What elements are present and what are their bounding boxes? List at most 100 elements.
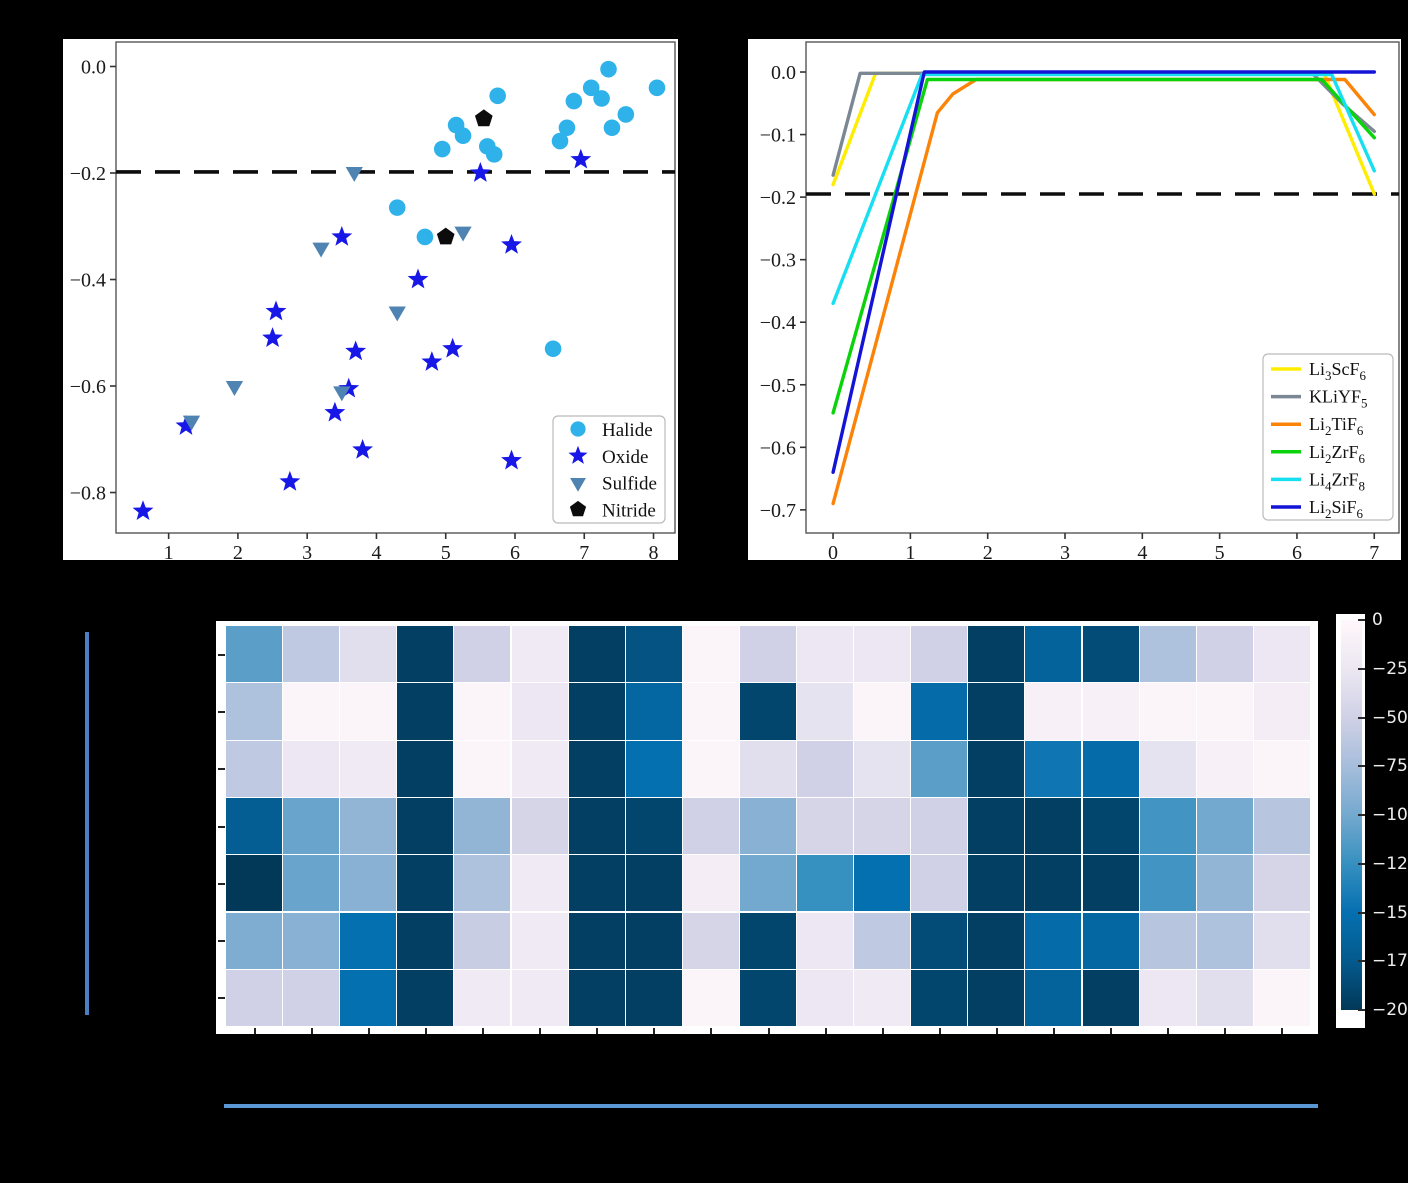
marker-star <box>568 445 588 464</box>
heatmap-cell <box>911 969 968 1027</box>
heatmap-cell <box>797 626 854 683</box>
heatmap-cell <box>854 912 911 969</box>
heatmap-cell <box>1025 855 1082 912</box>
heatmap-cell <box>911 740 968 797</box>
x-tick-label: 4 <box>371 542 381 560</box>
heatmap-cell <box>454 912 511 969</box>
marker-star <box>501 449 522 470</box>
heatmap-cell <box>854 797 911 855</box>
x-tick-label: 1 <box>905 542 915 560</box>
colorbar-tick-label: −50 <box>1372 707 1408 728</box>
heatmap-x-tick <box>938 1028 941 1035</box>
heatmap-xlabel-bar <box>224 1104 1318 1108</box>
x-tick-label: 5 <box>441 542 451 560</box>
colorbar-tick-label: −125 <box>1372 853 1408 874</box>
legend-label: Li4ZrF8 <box>1309 469 1365 493</box>
heatmap-cell <box>568 797 625 855</box>
heatmap-cell <box>226 626 283 683</box>
x-tick-label: 1 <box>164 542 174 560</box>
scatter-plot-panel: 1 2 3 4 5 6 7 8 0.0 −0.2 −0.4 −0.6 −0.8 Halide Oxide Su… <box>63 39 678 560</box>
marker-pentagon <box>569 500 587 517</box>
y-tick-label: −0.2 <box>760 187 796 209</box>
heatmap-cell <box>511 912 568 969</box>
heatmap-cell <box>397 797 454 855</box>
colorbar-tick-label: −175 <box>1372 951 1408 972</box>
heatmap-x-tick <box>310 1028 313 1035</box>
heatmap-cell <box>625 740 682 797</box>
heatmap-cell <box>682 969 739 1027</box>
heatmap-x-tick <box>1167 1028 1170 1035</box>
heatmap-cell <box>1082 740 1139 797</box>
colorbar-tick <box>1358 814 1365 816</box>
heatmap-x-tick <box>824 1028 827 1035</box>
heatmap-cell <box>454 626 511 683</box>
heatmap-cell <box>340 797 397 855</box>
line-plot-panel: 0 1 2 3 4 5 6 7 0.0 −0.1 −0.2 −0.3 −0.4 −0.5 −0.6 −0.7 L… <box>748 39 1401 560</box>
heatmap-y-tick <box>218 882 225 885</box>
heatmap-cell <box>968 969 1025 1027</box>
heatmap-cell <box>1253 797 1310 855</box>
heatmap-cell <box>283 912 340 969</box>
marker-pentagon <box>436 227 455 245</box>
marker-circle <box>593 90 610 107</box>
heatmap-cell <box>511 855 568 912</box>
heatmap-cell <box>226 797 283 855</box>
heatmap-cell <box>397 912 454 969</box>
marker-circle <box>454 127 472 145</box>
marker-circle <box>617 106 635 123</box>
x-tick-label: 0 <box>828 542 838 560</box>
legend-label: Li2TiF6 <box>1309 414 1364 438</box>
marker-circle <box>582 79 600 97</box>
heatmap-cell <box>283 855 340 912</box>
marker-circle <box>551 132 569 150</box>
heatmap-cell <box>854 969 911 1027</box>
marker-circle <box>603 119 621 137</box>
heatmap-x-tick <box>1110 1028 1113 1035</box>
legend-label: Li2ZrF6 <box>1309 442 1365 466</box>
heatmap-x-tick <box>767 1028 770 1035</box>
marker-circle <box>544 340 562 358</box>
heatmap-cell <box>283 797 340 855</box>
heatmap-cell <box>1025 912 1082 969</box>
marker-pentagon <box>474 109 493 127</box>
heatmap-cell <box>454 969 511 1027</box>
heatmap-cell <box>682 740 739 797</box>
marker-star <box>442 337 464 358</box>
heatmap-y-tick <box>218 825 225 828</box>
heatmap-cell <box>511 626 568 683</box>
heatmap-cell <box>1082 797 1139 855</box>
heatmap-cell <box>625 969 682 1027</box>
heatmap-cell <box>511 969 568 1027</box>
heatmap-cell <box>1025 626 1082 683</box>
heatmap-cell <box>397 855 454 912</box>
heatmap-cell <box>397 683 454 740</box>
x-tick-label: 3 <box>1060 542 1070 560</box>
line-series-Li4ZrF8 <box>831 72 1376 306</box>
heatmap-cell <box>739 912 796 969</box>
heatmap-x-tick <box>1281 1028 1284 1035</box>
legend-label: KLiYF5 <box>1309 387 1368 411</box>
y-tick-label: −0.6 <box>70 376 106 398</box>
heatmap-cell <box>568 855 625 912</box>
heatmap-cell <box>968 626 1025 683</box>
heatmap-cell <box>1139 740 1196 797</box>
heatmap-cell <box>1082 855 1139 912</box>
axes-spines <box>805 41 1400 534</box>
heatmap-x-tick <box>424 1028 427 1035</box>
y-tick-label: −0.7 <box>760 500 796 522</box>
marker-triangle-down <box>312 242 330 258</box>
heatmap-cell <box>340 912 397 969</box>
marker-circle <box>600 60 617 78</box>
marker-triangle-down <box>333 386 351 402</box>
heatmap-cell <box>797 740 854 797</box>
heatmap-cell <box>911 797 968 855</box>
heatmap-cell <box>454 683 511 740</box>
heatmap-x-tick <box>481 1028 484 1035</box>
colorbar: 0 −25 −50 −75 −100 −125 −150 −175 −200 <box>1336 610 1408 1038</box>
heatmap-cell <box>1082 912 1139 969</box>
heatmap-y-tick <box>218 940 225 943</box>
heatmap-cell <box>226 740 283 797</box>
marker-circle <box>565 92 583 110</box>
heatmap-cell <box>454 740 511 797</box>
heatmap-cell <box>511 740 568 797</box>
